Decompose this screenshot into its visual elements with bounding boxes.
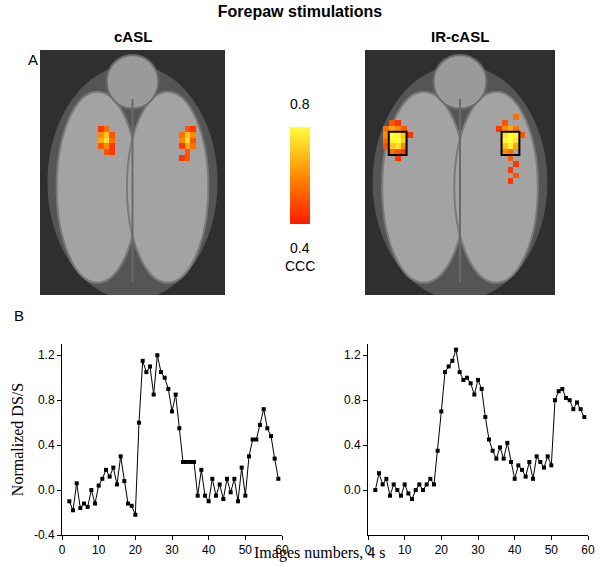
svg-text:A: A xyxy=(28,51,38,68)
svg-text:40: 40 xyxy=(508,543,522,557)
svg-text:CCC: CCC xyxy=(285,258,315,274)
svg-text:0.0: 0.0 xyxy=(38,483,55,497)
svg-text:Normalized DS/S: Normalized DS/S xyxy=(9,383,26,496)
svg-text:20: 20 xyxy=(435,543,449,557)
svg-text:0.8: 0.8 xyxy=(290,96,310,112)
svg-text:0: 0 xyxy=(59,543,66,557)
svg-text:cASL: cASL xyxy=(114,28,152,45)
svg-text:60: 60 xyxy=(581,543,595,557)
svg-text:0.4: 0.4 xyxy=(38,438,55,452)
svg-text:0.4: 0.4 xyxy=(290,240,310,256)
svg-text:0.0: 0.0 xyxy=(344,483,361,497)
svg-text:10: 10 xyxy=(92,543,106,557)
svg-text:30: 30 xyxy=(471,543,485,557)
svg-text:0.8: 0.8 xyxy=(38,393,55,407)
svg-text:0.8: 0.8 xyxy=(344,393,361,407)
svg-text:Images numbers, 4 s: Images numbers, 4 s xyxy=(254,544,386,562)
svg-text:0.4: 0.4 xyxy=(344,438,361,452)
svg-text:1.2: 1.2 xyxy=(344,348,361,362)
svg-text:1.2: 1.2 xyxy=(38,348,55,362)
svg-text:IR-cASL: IR-cASL xyxy=(431,28,489,45)
svg-text:B: B xyxy=(14,307,24,324)
svg-text:30: 30 xyxy=(165,543,179,557)
svg-text:40: 40 xyxy=(202,543,216,557)
svg-text:20: 20 xyxy=(129,543,143,557)
svg-text:60: 60 xyxy=(275,543,289,557)
svg-text:0: 0 xyxy=(365,543,372,557)
svg-text:Forepaw stimulations: Forepaw stimulations xyxy=(218,3,383,20)
svg-text:-0.4: -0.4 xyxy=(34,528,55,542)
svg-text:50: 50 xyxy=(239,543,253,557)
svg-text:50: 50 xyxy=(545,543,559,557)
svg-text:10: 10 xyxy=(398,543,412,557)
